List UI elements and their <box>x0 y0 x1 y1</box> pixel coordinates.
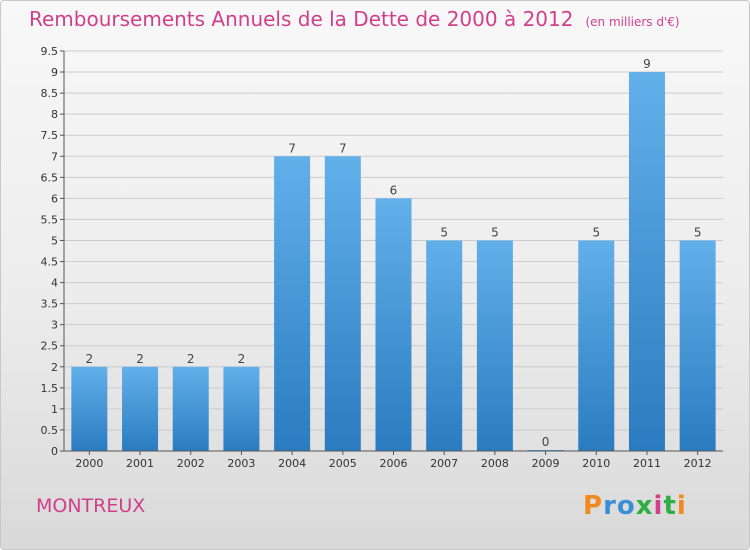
x-tick-label-2007: 2007 <box>430 457 458 470</box>
data-label-2006: 6 <box>390 183 398 197</box>
x-tick-label-2005: 2005 <box>329 457 357 470</box>
place-name: MONTREUX <box>36 495 146 517</box>
y-tick-label: 2 <box>51 361 58 374</box>
data-label-2002: 2 <box>187 352 195 366</box>
data-label-2004: 7 <box>288 141 296 155</box>
x-tick-label-2002: 2002 <box>177 457 205 470</box>
bar-2004 <box>274 156 311 451</box>
y-tick-label: 0 <box>51 445 58 458</box>
y-tick-label: 7 <box>51 150 58 163</box>
proxiti-logo: Proxiti <box>583 491 687 521</box>
y-tick-label: 8.5 <box>41 87 59 100</box>
y-axis-ticks: 0 0.5 1 1.5 2 2.5 3 3.5 4 4.5 5 5.5 6 6.5 7 7.5 8 8.5 9 9.5 <box>41 45 64 458</box>
y-tick-label: 3 <box>51 319 58 332</box>
y-tick-label: 1 <box>51 403 58 416</box>
bars <box>71 72 716 451</box>
x-tick-label-2009: 2009 <box>532 457 560 470</box>
logo-letter: o <box>616 491 636 521</box>
logo-letter: P <box>583 491 604 521</box>
data-label-2000: 2 <box>86 352 94 366</box>
logo-letter: t <box>663 491 677 521</box>
bar-2001 <box>122 366 159 451</box>
data-label-2003: 2 <box>238 352 246 366</box>
data-label-2009: 0 <box>542 435 550 449</box>
bar-2006 <box>375 198 412 451</box>
data-label-2010: 5 <box>592 225 600 239</box>
data-label-2011: 9 <box>643 57 651 71</box>
bar-2002 <box>172 366 209 451</box>
y-tick-label: 9.5 <box>41 45 59 58</box>
bar-2012 <box>679 240 716 451</box>
x-tick-label-2004: 2004 <box>278 457 306 470</box>
y-tick-label: 5 <box>51 234 58 247</box>
y-tick-label: 4 <box>51 277 58 290</box>
y-tick-label: 2.5 <box>41 340 59 353</box>
data-labels: 2 2 2 2 7 7 6 5 5 0 5 9 5 <box>86 57 702 449</box>
x-tick-label-2001: 2001 <box>126 457 154 470</box>
bar-2000 <box>71 366 108 451</box>
data-label-2012: 5 <box>694 225 702 239</box>
x-tick-label-2003: 2003 <box>227 457 255 470</box>
y-tick-label: 9 <box>51 66 58 79</box>
x-tick-label-2006: 2006 <box>380 457 408 470</box>
logo-letter: i <box>676 491 687 521</box>
bar-2010 <box>578 240 615 451</box>
logo-letter: i <box>653 491 664 521</box>
y-tick-label: 5.5 <box>41 213 59 226</box>
bar-2007 <box>426 240 463 451</box>
bar-2011 <box>628 72 665 451</box>
bar-2005 <box>324 156 361 451</box>
x-tick-label-2011: 2011 <box>633 457 661 470</box>
y-tick-label: 7.5 <box>41 129 59 142</box>
y-tick-label: 4.5 <box>41 256 59 269</box>
y-tick-label: 8 <box>51 108 58 121</box>
y-tick-label: 0.5 <box>41 424 59 437</box>
x-tick-label-2012: 2012 <box>684 457 712 470</box>
bar-2008 <box>476 240 513 451</box>
y-tick-label: 6.5 <box>41 171 59 184</box>
chart-title: Remboursements Annuels de la Dette de 20… <box>29 7 680 31</box>
x-tick-label-2010: 2010 <box>582 457 610 470</box>
data-label-2001: 2 <box>136 352 144 366</box>
data-label-2007: 5 <box>440 225 448 239</box>
logo-letter: r <box>603 491 617 521</box>
y-tick-label: 1.5 <box>41 382 59 395</box>
x-axis-ticks: 2000 2001 2002 2003 2004 2005 2006 2007 2008 2009… <box>75 451 712 470</box>
data-label-2008: 5 <box>491 225 499 239</box>
data-label-2005: 7 <box>339 141 347 155</box>
bar-2003 <box>223 366 260 451</box>
title-text: Remboursements Annuels de la Dette de 20… <box>29 7 574 31</box>
x-tick-label-2000: 2000 <box>75 457 103 470</box>
logo-letter: x <box>635 491 654 521</box>
x-tick-label-2008: 2008 <box>481 457 509 470</box>
y-tick-label: 6 <box>51 192 58 205</box>
y-tick-label: 3.5 <box>41 298 59 311</box>
chart-subtitle: (en milliers d'€) <box>585 15 680 29</box>
